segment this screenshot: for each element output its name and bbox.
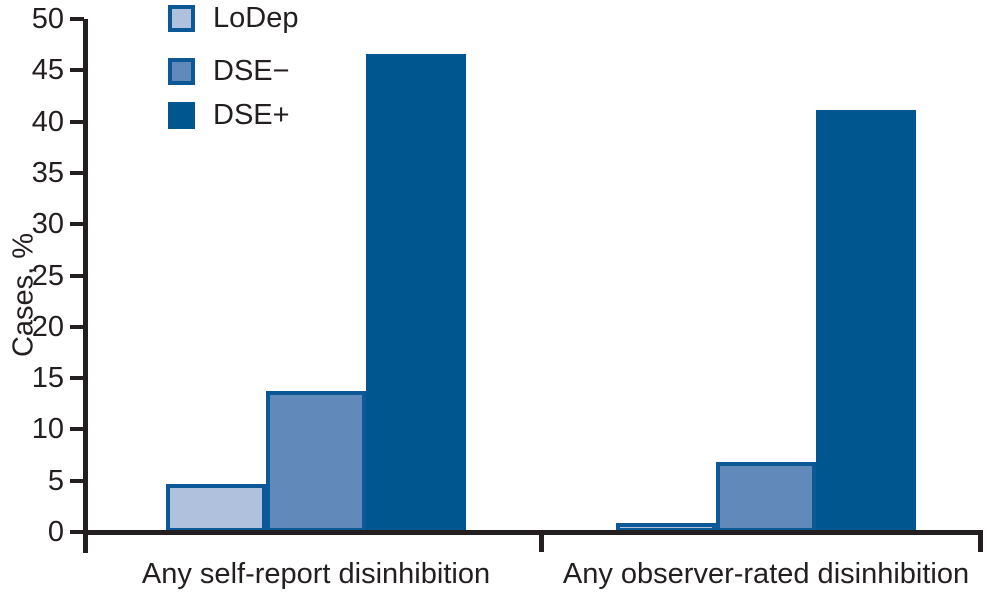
y-tick-label: 20 bbox=[31, 310, 64, 343]
bar-dse-group2 bbox=[816, 110, 916, 532]
y-tick-mark bbox=[70, 170, 84, 175]
y-tick-label: 0 bbox=[47, 516, 64, 548]
y-tick-mark bbox=[70, 478, 84, 483]
category-label-self-report: Any self-report disinhibition bbox=[141, 558, 491, 590]
y-tick-label: 50 bbox=[31, 3, 64, 35]
bar-dse-group1 bbox=[266, 391, 366, 532]
y-tick-mark bbox=[70, 427, 84, 432]
y-axis-title: Cases, % bbox=[7, 232, 40, 358]
y-tick-mark bbox=[70, 376, 84, 381]
legend-label: LoDep bbox=[213, 2, 299, 34]
y-tick-mark bbox=[70, 273, 84, 278]
legend-item-dse: DSE+ bbox=[168, 98, 290, 132]
legend-swatch-icon bbox=[168, 4, 195, 32]
y-tick-label: 5 bbox=[47, 464, 64, 497]
y-tick-mark bbox=[70, 222, 84, 227]
y-tick-label: 25 bbox=[31, 259, 64, 292]
y-tick-mark bbox=[70, 68, 84, 73]
x-axis-tick-right bbox=[978, 534, 983, 552]
y-axis-line bbox=[83, 19, 88, 553]
category-label-observer-rated: Any observer-rated disinhibition bbox=[562, 558, 970, 590]
y-tick-label: 15 bbox=[31, 362, 64, 395]
x-axis-tick-middle bbox=[539, 534, 544, 552]
legend-item-lodep: LoDep bbox=[168, 1, 298, 35]
legend-swatch-icon bbox=[168, 101, 195, 129]
y-tick-label: 45 bbox=[31, 54, 64, 87]
bar-dse-group1 bbox=[366, 53, 466, 532]
legend-swatch-icon bbox=[168, 57, 195, 85]
bar-lodep-group1 bbox=[166, 483, 266, 532]
bar-lodep-group2 bbox=[616, 522, 716, 532]
y-tick-mark bbox=[70, 119, 84, 124]
legend-item-dse: DSE− bbox=[168, 54, 290, 88]
y-tick-mark bbox=[70, 530, 84, 534]
y-tick-label: 30 bbox=[31, 208, 64, 241]
x-axis-line bbox=[83, 530, 983, 535]
legend-label: DSE+ bbox=[213, 99, 290, 131]
y-tick-label: 35 bbox=[31, 156, 64, 189]
bar-dse-group2 bbox=[716, 462, 816, 532]
y-tick-mark bbox=[70, 17, 84, 21]
y-tick-label: 10 bbox=[31, 413, 64, 446]
y-tick-label: 40 bbox=[31, 105, 64, 138]
legend-label: DSE− bbox=[213, 55, 290, 87]
y-tick-mark bbox=[70, 324, 84, 329]
